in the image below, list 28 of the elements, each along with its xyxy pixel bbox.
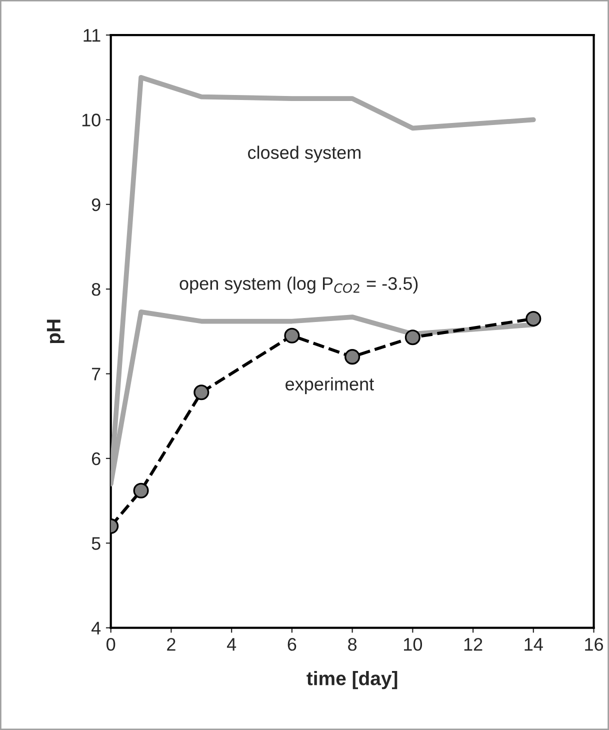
text: closed system (248, 146, 360, 163)
y-tick-label: 6 (92, 452, 100, 466)
x-axis-title: time [day] (306, 671, 398, 690)
point (284, 328, 300, 344)
series-label: experiment (286, 377, 374, 394)
x-tick-label: 14 (524, 638, 543, 651)
y-tick-label: 10 (82, 114, 100, 126)
point (344, 349, 360, 365)
y-tick-label: 5 (92, 537, 100, 550)
x-tick-label: 0 (106, 638, 116, 651)
point (133, 482, 149, 498)
y-axis-title: pH (46, 320, 64, 344)
x-tick-label: 16 (585, 638, 604, 651)
y-tick-label: 11 (84, 29, 100, 42)
y-tick-label: 9 (92, 198, 100, 212)
x-tick-label: 4 (226, 638, 236, 651)
point (194, 384, 210, 400)
x-tick-label: 2 (167, 638, 176, 651)
point (404, 330, 420, 346)
x-tick-label: 6 (288, 638, 296, 651)
y-tick-label: 4 (91, 622, 101, 634)
x-tick-label: 10 (404, 638, 422, 651)
y-tick-label: 7 (92, 368, 100, 380)
y-tick-label: 8 (92, 283, 100, 296)
series-label: open system (log P$_{CO2}$ = -3.5) (180, 276, 418, 294)
x-tick-label: 12 (464, 638, 482, 651)
point (526, 310, 542, 326)
x-tick-label: 8 (348, 638, 357, 651)
